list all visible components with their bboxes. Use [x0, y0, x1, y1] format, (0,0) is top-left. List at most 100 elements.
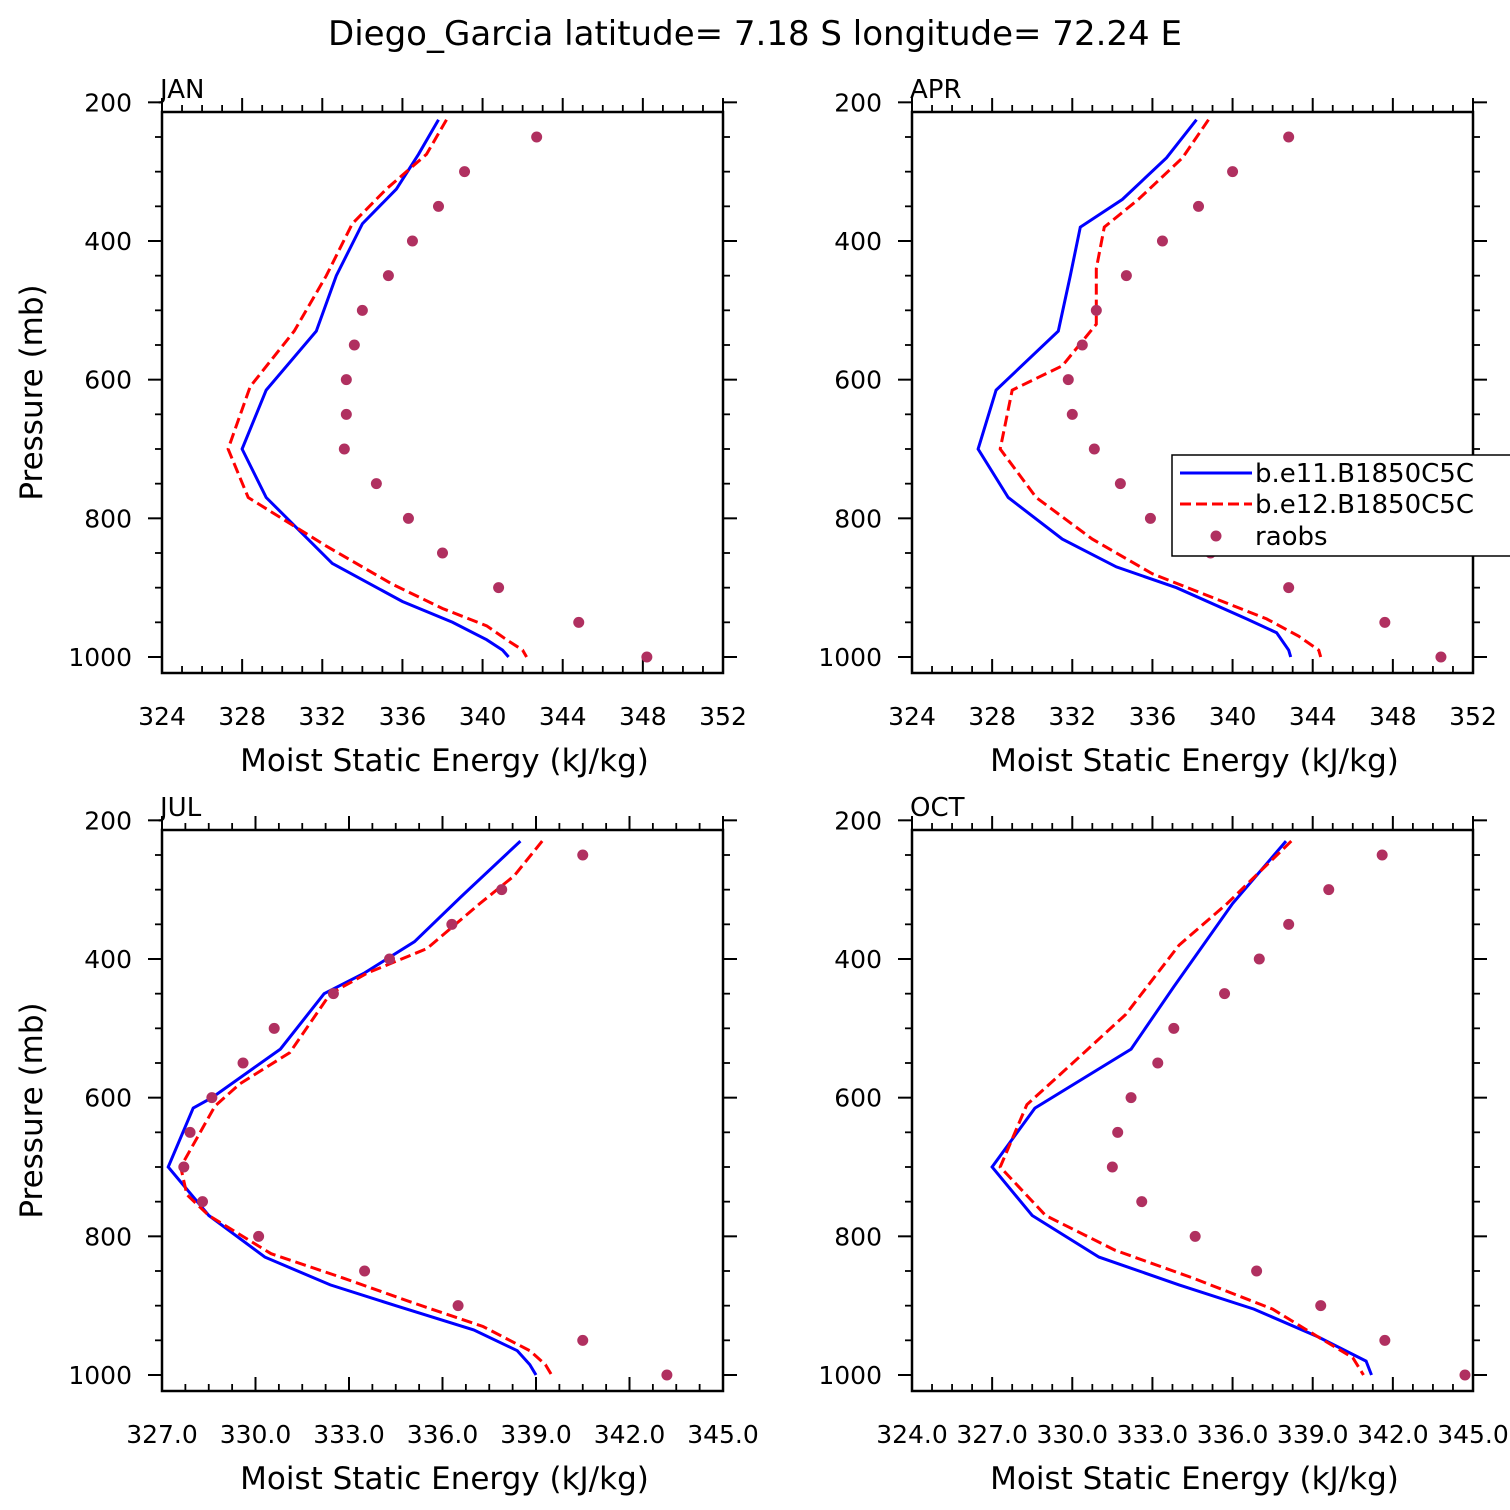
raobs-point	[432, 200, 444, 212]
raobs-point	[1323, 884, 1335, 896]
raobs-point	[253, 1230, 265, 1242]
raobs-point	[1283, 918, 1295, 930]
x-tick-label: 327.0	[126, 1420, 198, 1449]
y-tick-label: 400	[84, 227, 132, 256]
raobs-point	[340, 408, 352, 420]
raobs-point	[577, 1334, 589, 1346]
raobs-point	[452, 1300, 464, 1312]
y-tick-label: 200	[84, 88, 132, 117]
y-tick-label: 800	[84, 504, 132, 533]
y-tick-label: 200	[84, 806, 132, 835]
x-tick-label: 333.0	[313, 1420, 385, 1449]
raobs-point	[446, 918, 458, 930]
x-tick-label: 339.0	[500, 1420, 572, 1449]
raobs-point	[1379, 1334, 1391, 1346]
x-tick-label: 348	[1369, 702, 1417, 731]
x-tick-label: 328	[218, 702, 266, 731]
x-axis-title: Moist Static Energy (kJ/kg)	[240, 743, 649, 779]
panel-jul: JUL 327.0 330.0 333.0 336.0 339.0 342.0 345.0 20…	[14, 793, 759, 1497]
raobs-point	[178, 1161, 190, 1173]
x-tick-label: 345.0	[687, 1420, 759, 1449]
raobs-point	[1193, 200, 1205, 212]
raobs-point	[1152, 1057, 1164, 1069]
raobs-point	[437, 547, 448, 559]
panel-label: JUL	[158, 793, 202, 823]
raobs-point	[1090, 304, 1102, 316]
data-layer	[976, 118, 1447, 663]
x-tick-label: 336	[379, 702, 427, 731]
series-line-2	[226, 118, 528, 658]
raobs-point	[531, 131, 543, 143]
x-tick-label: 345.0	[1437, 1420, 1509, 1449]
y-tick-label: 600	[84, 1084, 132, 1113]
x-tick-label: 342.0	[594, 1420, 666, 1449]
raobs-point	[197, 1196, 209, 1208]
x-tick-label: 344	[1289, 702, 1337, 731]
raobs-point	[641, 651, 653, 663]
raobs-point	[1120, 270, 1132, 282]
x-axis-title: Moist Static Energy (kJ/kg)	[240, 1461, 649, 1497]
x-tick-label: 333.0	[1117, 1420, 1189, 1449]
raobs-point	[237, 1057, 249, 1069]
x-tick-label: 336.0	[1197, 1420, 1269, 1449]
series-line-2	[998, 840, 1365, 1376]
x-tick-label: 330.0	[1036, 1420, 1108, 1449]
raobs-point	[340, 374, 352, 386]
raobs-point	[573, 616, 585, 628]
panel-apr: APR 324 328 332 336 340 344 348 352 200 400 600 800 1…	[818, 75, 1510, 779]
raobs-point	[1144, 512, 1156, 524]
raobs-point	[661, 1369, 673, 1381]
x-tick-label: 342.0	[1357, 1420, 1429, 1449]
raobs-point	[1112, 1126, 1124, 1138]
raobs-point	[496, 884, 508, 896]
panel-oct: OCT 324.0 327.0 330.0 333.0 336.0 339.0 342.0 34…	[818, 793, 1508, 1497]
raobs-point	[577, 849, 589, 861]
x-tick-label: 340	[1209, 702, 1257, 731]
raobs-point	[1219, 988, 1231, 1000]
raobs-point	[1106, 1161, 1118, 1173]
series-line-1	[240, 118, 510, 658]
x-tick-label: 328	[968, 702, 1016, 731]
raobs-point	[370, 478, 382, 490]
y-tick-label: 800	[834, 1222, 882, 1251]
panel-jan: JAN 324 328 332 336 340 344 348 352 200 400 600 800 1…	[14, 75, 747, 779]
series-line-1	[976, 118, 1293, 658]
panels: JAN 324 328 332 336 340 344 348 352 200 400 600 800 1…	[14, 75, 1510, 1497]
series-line-2	[998, 118, 1323, 658]
x-tick-label: 330.0	[220, 1420, 292, 1449]
y-tick-label: 1000	[818, 643, 882, 672]
raobs-point	[1379, 616, 1391, 628]
raobs-point	[1253, 953, 1265, 965]
raobs-point	[1251, 1265, 1263, 1277]
y-tick-label: 200	[834, 806, 882, 835]
raobs-point	[1114, 478, 1126, 490]
y-tick-label: 1000	[68, 1361, 132, 1390]
raobs-point	[1156, 235, 1168, 247]
raobs-point	[1088, 443, 1100, 455]
x-axis-title: Moist Static Energy (kJ/kg)	[990, 743, 1399, 779]
data-layer	[990, 840, 1471, 1381]
raobs-point	[1125, 1092, 1137, 1104]
legend-entry: raobs	[1255, 522, 1328, 552]
legend-entry: b.e12.B1850C5C	[1255, 490, 1474, 520]
raobs-point	[1066, 408, 1078, 420]
legend-dot	[1210, 530, 1222, 542]
x-tick-label: 332	[298, 702, 346, 731]
panel-label: OCT	[910, 793, 965, 823]
y-tick-label: 200	[834, 88, 882, 117]
raobs-point	[338, 443, 350, 455]
raobs-point	[1227, 166, 1239, 178]
raobs-point	[1283, 131, 1295, 143]
raobs-point	[359, 1265, 371, 1277]
x-tick-label: 336.0	[407, 1420, 479, 1449]
legend-entry: b.e11.B1850C5C	[1255, 459, 1474, 489]
x-tick-label: 324	[888, 702, 936, 731]
raobs-point	[459, 166, 471, 178]
raobs-point	[382, 270, 394, 282]
x-tick-label: 348	[619, 702, 667, 731]
panel-label: APR	[910, 75, 962, 105]
raobs-point	[1459, 1369, 1471, 1381]
x-tick-label: 327.0	[956, 1420, 1028, 1449]
